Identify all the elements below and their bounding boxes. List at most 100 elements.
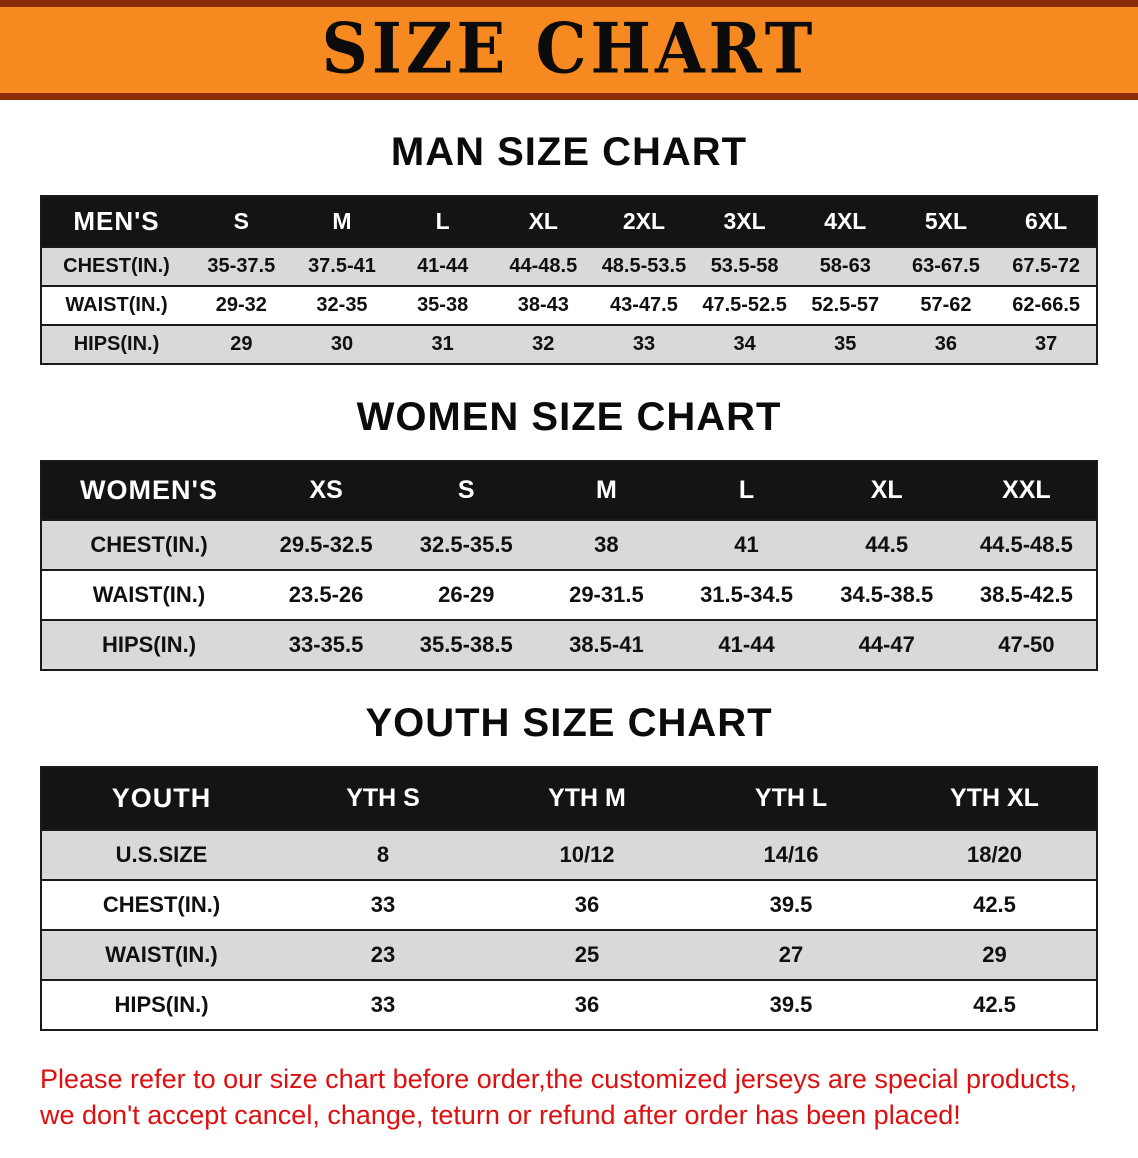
value-cell: 35.5-38.5 xyxy=(419,632,513,657)
size-header-cell: L xyxy=(392,196,493,247)
value-cell: 47.5-52.5 xyxy=(702,294,787,316)
value-cell: 37 xyxy=(1035,333,1058,355)
value-cell: 36 xyxy=(934,333,958,355)
value-cell: 29-32 xyxy=(215,294,267,316)
youth-section-heading: YOUTH SIZE CHART xyxy=(365,701,773,745)
size-chart-page: SIZE CHART MAN SIZE CHART MEN'S S M L XL 2XL 3… xyxy=(0,0,1138,1134)
disclaimer: Please refer to our size chart before or… xyxy=(40,1061,1128,1134)
value-cell: 44.5-48.5 xyxy=(979,532,1073,557)
size-header-cell: XS xyxy=(256,461,397,520)
row-label-cell: CHEST(IN.) xyxy=(102,892,221,917)
value-cell: 63-67.5 xyxy=(912,255,980,277)
value-cell: 52.5-57 xyxy=(811,294,880,316)
value-cell: 10/12 xyxy=(559,842,615,867)
table-header-row: WOMEN'S XS S M L XL XXL xyxy=(41,461,1097,520)
table-row: HIPS(IN.) 33 36 39.5 42.5 xyxy=(41,980,1097,1030)
row-label-cell: WAIST(IN.) xyxy=(105,942,218,967)
value-cell: 38.5-42.5 xyxy=(979,582,1073,607)
table-row: WAIST(IN.) 23 25 27 29 xyxy=(41,930,1097,980)
value-cell: 38.5-41 xyxy=(569,632,644,657)
value-cell: 23 xyxy=(370,942,396,967)
value-cell: 35 xyxy=(834,333,857,355)
value-cell: 53.5-58 xyxy=(710,255,779,277)
value-cell: 32-35 xyxy=(316,294,368,316)
size-header-cell: 2XL xyxy=(593,196,695,247)
value-cell: 38-43 xyxy=(517,294,569,316)
row-label-cell: U.S.SIZE xyxy=(115,842,208,867)
value-cell: 43-47.5 xyxy=(610,294,678,316)
size-header-cell: YTH L xyxy=(689,767,893,830)
table-row: WAIST(IN.) 23.5-26 26-29 29-31.5 31.5-34.5 34… xyxy=(41,570,1097,620)
value-cell: 44-48.5 xyxy=(509,255,578,277)
size-header-cell: S xyxy=(191,196,292,247)
row-label-cell: WAIST(IN.) xyxy=(65,294,168,316)
value-cell: 58-63 xyxy=(819,255,871,277)
size-header-cell: S xyxy=(396,461,537,520)
men-size-section: MAN SIZE CHART MEN'S S M L XL 2XL 3XL 4XL 5XL 6XL… xyxy=(0,130,1138,365)
size-header-cell: M xyxy=(536,461,677,520)
value-cell: 31.5-34.5 xyxy=(700,582,794,607)
value-cell: 14/16 xyxy=(763,842,819,867)
value-cell: 48.5-53.5 xyxy=(601,255,687,277)
row-label-cell: HIPS(IN.) xyxy=(73,333,160,355)
value-cell: 33 xyxy=(370,892,396,917)
women-size-section: WOMEN SIZE CHART WOMEN'S XS S M L XL XXL CHEST(… xyxy=(0,395,1138,671)
youth-size-section: YOUTH SIZE CHART YOUTH YTH S YTH M YTH L YTH… xyxy=(0,701,1138,1031)
table-row: HIPS(IN.) 33-35.5 35.5-38.5 38.5-41 41-44 44-… xyxy=(41,620,1097,670)
size-header-cell: YTH M xyxy=(485,767,689,830)
value-cell: 29-31.5 xyxy=(569,582,644,607)
value-cell: 34 xyxy=(733,333,756,355)
value-cell: 42.5 xyxy=(973,892,1016,917)
value-cell: 39.5 xyxy=(769,892,813,917)
men-section-heading: MAN SIZE CHART xyxy=(390,130,748,174)
value-cell: 29 xyxy=(982,942,1007,967)
table-row: CHEST(IN.) 35-37.5 37.5-41 41-44 44-48.5 48.5… xyxy=(41,247,1097,286)
value-cell: 29 xyxy=(230,333,253,355)
row-label-cell: HIPS(IN.) xyxy=(101,632,197,657)
disclaimer-line-2: we don't accept cancel, change, teturn o… xyxy=(40,1100,961,1131)
value-cell: 39.5 xyxy=(769,992,813,1017)
size-header-cell: M xyxy=(291,196,393,247)
page-title: SIZE CHART xyxy=(321,8,817,90)
value-cell: 34.5-38.5 xyxy=(840,582,934,607)
value-cell: 30 xyxy=(330,333,354,355)
value-cell: 31 xyxy=(431,333,454,355)
table-row: HIPS(IN.) 29 30 31 32 33 34 35 36 37 xyxy=(41,325,1097,364)
value-cell: 36 xyxy=(574,892,600,917)
value-cell: 25 xyxy=(574,942,600,967)
table-row: WAIST(IN.) 29-32 32-35 35-38 38-43 43-47.5 47.… xyxy=(41,286,1097,325)
value-cell: 33 xyxy=(370,992,396,1017)
value-cell: 67.5-72 xyxy=(1012,255,1081,277)
size-header-cell: 4XL xyxy=(794,196,896,247)
row-label-cell: HIPS(IN.) xyxy=(114,992,209,1017)
size-header-cell: XL xyxy=(816,461,957,520)
table-row: CHEST(IN.) 29.5-32.5 32.5-35.5 38 41 44.5 44.5… xyxy=(41,520,1097,570)
value-cell: 32.5-35.5 xyxy=(419,532,513,557)
value-cell: 18/20 xyxy=(966,842,1023,867)
women-section-heading: WOMEN SIZE CHART xyxy=(356,395,782,439)
table-row: CHEST(IN.) 33 36 39.5 42.5 xyxy=(41,880,1097,930)
value-cell: 37.5-41 xyxy=(308,255,376,277)
table-title-cell: YOUTH xyxy=(41,767,281,830)
disclaimer-line-1: Please refer to our size chart before or… xyxy=(40,1064,1078,1094)
value-cell: 44-47 xyxy=(858,632,915,657)
table-title-cell: MEN'S xyxy=(41,196,191,247)
value-cell: 29.5-32.5 xyxy=(279,532,373,557)
size-header-cell: 5XL xyxy=(895,196,997,247)
row-label-cell: WAIST(IN.) xyxy=(92,582,206,607)
table-row: U.S.SIZE 8 10/12 14/16 18/20 xyxy=(41,830,1097,880)
table-title-cell: WOMEN'S xyxy=(41,461,256,520)
value-cell: 41 xyxy=(734,532,759,557)
value-cell: 57-62 xyxy=(920,294,972,316)
youth-size-table: YOUTH YTH S YTH M YTH L YTH XL U.S.SIZE 8 10/12… xyxy=(40,766,1098,1031)
value-cell: 23.5-26 xyxy=(288,582,364,607)
value-cell: 41-44 xyxy=(417,255,469,277)
value-cell: 41-44 xyxy=(718,632,775,657)
table-header-row: MEN'S S M L XL 2XL 3XL 4XL 5XL 6XL xyxy=(41,196,1097,247)
value-cell: 35-38 xyxy=(417,294,469,316)
size-header-cell: 6XL xyxy=(996,196,1097,247)
value-cell: 47-50 xyxy=(998,632,1055,657)
banner: SIZE CHART xyxy=(0,0,1138,100)
value-cell: 33-35.5 xyxy=(288,632,364,657)
row-label-cell: CHEST(IN.) xyxy=(90,532,208,557)
